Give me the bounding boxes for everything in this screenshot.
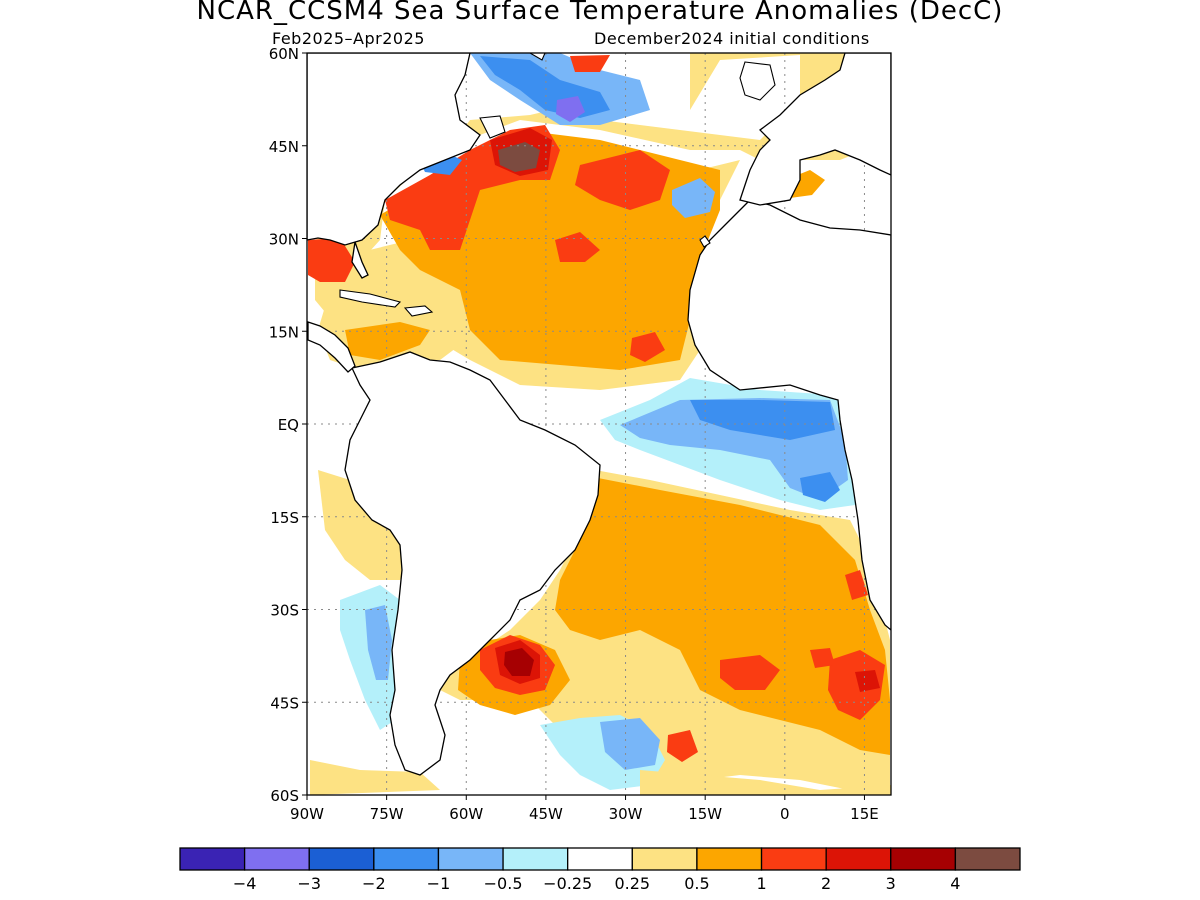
colorbar-label: −1 <box>427 874 451 893</box>
lat-tick-label: EQ <box>278 416 299 434</box>
anomaly-region-south-cold-west <box>600 718 660 770</box>
colorbar-label: 1 <box>756 874 766 893</box>
land-florida <box>351 241 369 279</box>
colorbar-label: 2 <box>821 874 831 893</box>
lat-tick-label: 15S <box>270 509 299 527</box>
lon-tick-label: 60W <box>449 805 483 823</box>
land-europe <box>739 53 891 206</box>
anomaly-region-canary-strong-warm <box>630 332 665 362</box>
colorbar-swatch <box>373 847 440 871</box>
colorbar-label: −3 <box>297 874 321 893</box>
initial-conditions: December2024 initial conditions <box>594 29 870 48</box>
lat-tick-label: 45N <box>269 138 299 156</box>
land-south-america <box>344 351 601 776</box>
colorbar-label: 0.5 <box>684 874 709 893</box>
land-greenland <box>528 53 546 61</box>
land-central-america <box>307 321 356 373</box>
anomaly-region-labrador-strong-cold <box>556 96 585 122</box>
colorbar-swatch <box>890 847 957 871</box>
colorbar-swatch <box>760 847 827 871</box>
anomaly-region-subtropical-strong-warm <box>555 232 600 262</box>
anomaly-region-southern-ocean-warm <box>640 770 891 795</box>
lon-tick-label: 75W <box>370 805 404 823</box>
coastlines <box>307 53 891 776</box>
anomaly-region-pacific-cold <box>365 605 392 680</box>
longitude-axis: 90W 75W 60W 45W 30W 15W 0 15E <box>290 795 879 823</box>
anomaly-region-grand-banks-peak-warm <box>498 142 540 172</box>
anomaly-region-gulf-of-guinea-moderate-cold <box>690 400 835 440</box>
lat-tick-label: 60N <box>269 45 299 63</box>
lat-tick-label: 30N <box>269 231 299 249</box>
colorbar: −4 −3 −2 −1 −0.5 −0.25 0.25 0.5 1 2 3 4 <box>179 847 1021 893</box>
lat-tick-label: 30S <box>270 602 299 620</box>
anomaly-fields <box>308 53 891 795</box>
anomaly-region-south-extreme-warm-east <box>855 670 880 692</box>
colorbar-swatch <box>825 847 892 871</box>
colorbar-label: −2 <box>362 874 386 893</box>
land-hispaniola <box>403 305 434 317</box>
colorbar-label: −0.25 <box>543 874 592 893</box>
land-newfoundland <box>479 115 506 139</box>
colorbar-swatch <box>437 847 504 871</box>
lat-tick-label: 45S <box>270 694 299 712</box>
colorbar-swatch <box>631 847 698 871</box>
forecast-period: Feb2025–Apr2025 <box>272 29 425 48</box>
colorbar-swatch <box>179 847 246 871</box>
colorbar-swatch <box>954 847 1021 871</box>
colorbar-label: −4 <box>233 874 257 893</box>
colorbar-label: −0.5 <box>484 874 523 893</box>
lat-tick-label: 60S <box>270 787 299 805</box>
land-cuba <box>339 289 402 308</box>
anomaly-region-mid-atlantic-strong-warm <box>575 150 670 210</box>
colorbar-swatch <box>502 847 569 871</box>
land-iberia-islands <box>699 235 711 248</box>
anomaly-region-angola-moderate-cold <box>800 472 840 502</box>
anomaly-region-gulf-of-mexico-strong-warm <box>308 238 355 282</box>
colorbar-label: 4 <box>950 874 960 893</box>
anomaly-region-north-warm-patch <box>570 55 610 72</box>
anomaly-region-caribbean-moderate-warm <box>345 322 430 360</box>
anomaly-region-pacific-weak-warm <box>318 470 410 580</box>
anomaly-region-south-strong-warm-east-2 <box>810 648 835 668</box>
colorbar-swatch <box>243 847 310 871</box>
anomaly-region-south-strong-warm-west <box>667 730 698 762</box>
anomaly-region-south-strong-warm-central <box>720 655 780 690</box>
latitude-axis: 60N 45N 30N 15N EQ 15S 30S 45S 60S <box>269 45 307 805</box>
colorbar-label: 0.25 <box>614 874 650 893</box>
map-title: NCAR_CCSM4 Sea Surface Temperature Anoma… <box>196 0 1004 26</box>
anomaly-region-benguela-strong-warm <box>845 570 868 600</box>
lon-tick-label: 15W <box>688 805 722 823</box>
lon-tick-label: 30W <box>609 805 643 823</box>
colorbar-swatch <box>567 847 633 871</box>
land-north-america <box>307 53 481 246</box>
colorbar-swatch <box>308 847 375 871</box>
lon-tick-label: 15E <box>850 805 879 823</box>
anomaly-region-south-atlantic-moderate-warm <box>555 478 890 755</box>
colorbar-label: 3 <box>886 874 896 893</box>
anomaly-region-brazil-malvinas-peak-warm <box>504 648 534 676</box>
lon-tick-label: 45W <box>529 805 563 823</box>
lat-tick-label: 15N <box>269 323 299 341</box>
anomaly-region-south-strong-warm-east <box>828 650 885 720</box>
land-british-isles <box>739 61 776 101</box>
lon-tick-label: 0 <box>780 805 790 823</box>
lon-tick-label: 90W <box>290 805 324 823</box>
anomaly-region-azores-cold <box>672 178 715 218</box>
anomaly-region-pacific-far-south-warm <box>310 760 440 795</box>
colorbar-swatch <box>696 847 763 871</box>
